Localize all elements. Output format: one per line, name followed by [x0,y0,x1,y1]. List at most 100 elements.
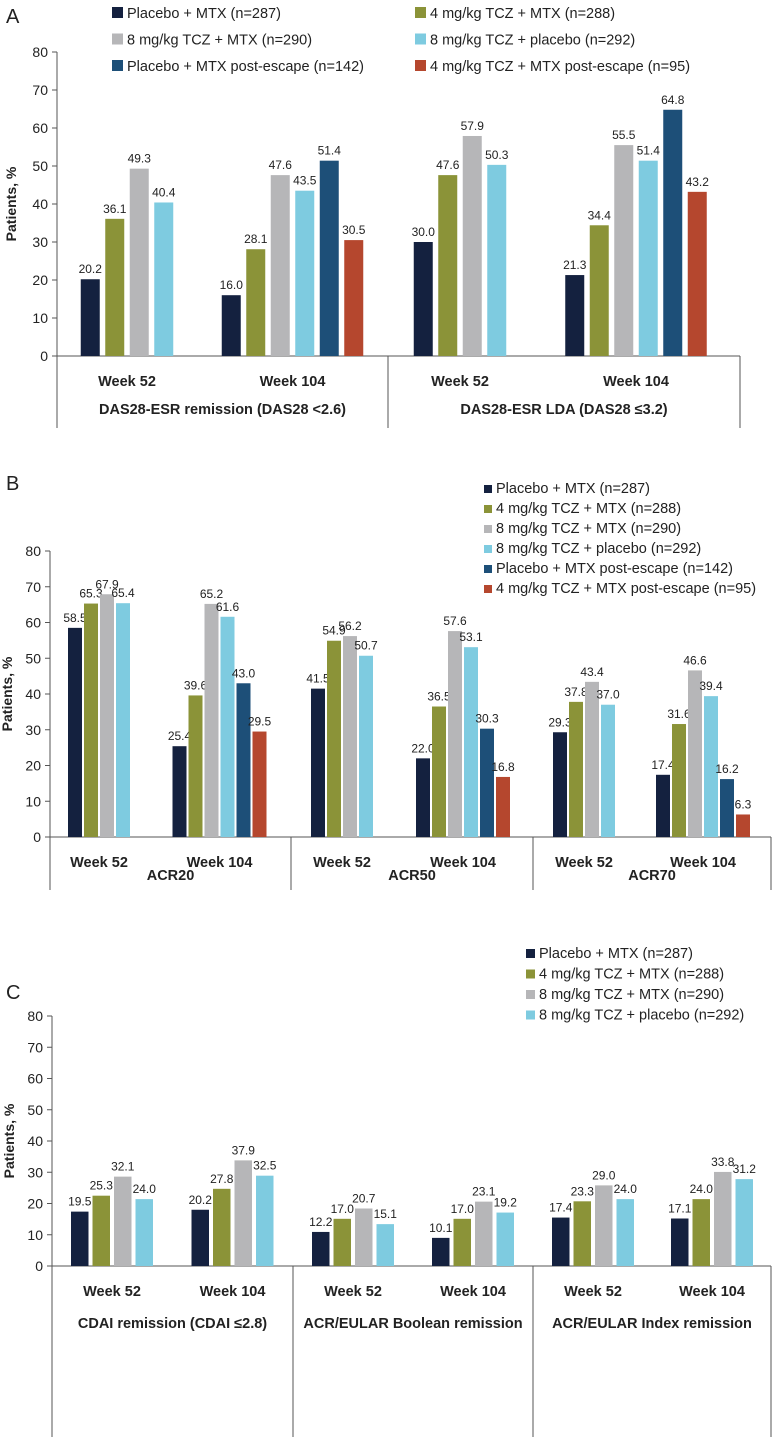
y-tick-label: 20 [25,758,41,774]
bar [343,636,357,837]
data-label: 30.5 [342,223,366,237]
data-label: 58.5 [63,611,87,625]
data-label: 41.5 [306,672,330,686]
legend-swatch [526,990,535,999]
y-tick-label: 40 [25,686,41,702]
data-label: 43.0 [232,666,256,680]
data-label: 32.1 [111,1160,135,1174]
group-label: ACR/EULAR Index remission [552,1316,752,1332]
bar [319,160,339,356]
y-tick-label: 70 [32,82,48,98]
data-label: 23.1 [472,1185,496,1199]
legend-swatch [484,585,492,593]
bar [432,1237,450,1266]
bar [735,1179,753,1266]
bar [672,724,686,837]
data-label: 29.0 [592,1168,616,1182]
bar [246,249,266,356]
bar [359,655,373,837]
bar [475,1201,493,1266]
bar [311,688,325,837]
bar [376,1224,394,1266]
legend-label: 4 mg/kg TCZ + MTX (n=288) [496,501,681,517]
legend-label: 8 mg/kg TCZ + MTX (n=290) [127,33,312,49]
bar [116,603,130,837]
bar [327,640,341,837]
data-label: 20.2 [79,262,103,276]
legend-swatch [415,60,426,71]
bar [234,1160,252,1266]
data-label: 29.5 [248,715,272,729]
y-tick-label: 50 [25,650,41,666]
data-label: 55.5 [612,128,636,142]
legend-swatch [112,33,123,45]
x-category-label: Week 104 [670,855,736,871]
data-label: 36.1 [103,202,127,216]
legend-label: Placebo + MTX post-escape (n=142) [127,59,364,75]
bar [213,1188,231,1266]
data-label: 20.2 [189,1193,213,1207]
data-label: 65.4 [111,586,135,600]
bar [704,696,718,837]
data-label: 43.5 [293,174,317,188]
x-category-label: Week 104 [679,1284,745,1300]
group-label: DAS28-ESR LDA (DAS28 ≤3.2) [460,402,667,418]
data-label: 51.4 [318,144,342,158]
bar [656,774,670,837]
y-tick-label: 0 [40,348,48,364]
bar [416,758,430,837]
legend-label: Placebo + MTX post-escape (n=142) [496,561,733,577]
panel-c: C 0 10 20 30 40 50 60 70 80 Patients, % Placebo + M… [1,946,772,1437]
data-label: 40.4 [152,185,176,199]
data-label: 29.3 [548,715,572,729]
data-label: 16.0 [220,278,244,292]
legend-swatch [112,60,123,71]
data-label: 32.5 [253,1159,277,1173]
bar [100,594,114,837]
bar [663,109,683,356]
legend-label: 8 mg/kg TCZ + MTX (n=290) [539,987,724,1003]
bar [487,164,507,356]
legend-swatch [526,1010,535,1020]
bar [344,240,364,356]
y-tick-label: 50 [32,158,48,174]
y-tick-label: 20 [32,272,48,288]
legend-swatch [112,7,123,18]
bar [565,275,585,356]
bar [295,190,315,356]
bar [569,701,583,837]
data-label: 43.2 [686,175,710,189]
data-label: 31.6 [667,707,691,721]
data-label: 43.4 [580,665,604,679]
y-tick-label: 0 [35,1258,43,1274]
x-category-label: Week 52 [431,374,489,390]
bar [135,1199,153,1266]
bar [270,175,290,356]
data-label: 54.9 [322,624,346,638]
y-tick-label: 40 [27,1133,43,1149]
bar [585,681,599,837]
y-tick-label: 70 [25,579,41,595]
data-label: 47.6 [269,158,293,172]
data-label: 64.8 [661,93,685,107]
bar [720,779,734,837]
data-label: 30.0 [412,225,436,239]
bar [480,728,494,837]
legend-swatch [415,7,426,18]
legend-label: 4 mg/kg TCZ + MTX (n=288) [430,6,615,22]
data-label: 65.3 [79,587,103,601]
data-label: 37.0 [596,688,620,702]
bar [220,616,235,837]
x-category-label: Week 104 [603,374,669,390]
y-tick-label: 60 [27,1071,43,1087]
bar [204,603,219,837]
data-label: 67.9 [95,577,119,591]
bar [453,1218,471,1266]
bar [616,1199,634,1266]
data-label: 24.0 [133,1182,157,1196]
legend-swatch [484,565,492,573]
bar [714,1171,732,1266]
data-label: 61.6 [216,600,240,614]
bar [638,160,658,356]
bar [464,647,478,837]
